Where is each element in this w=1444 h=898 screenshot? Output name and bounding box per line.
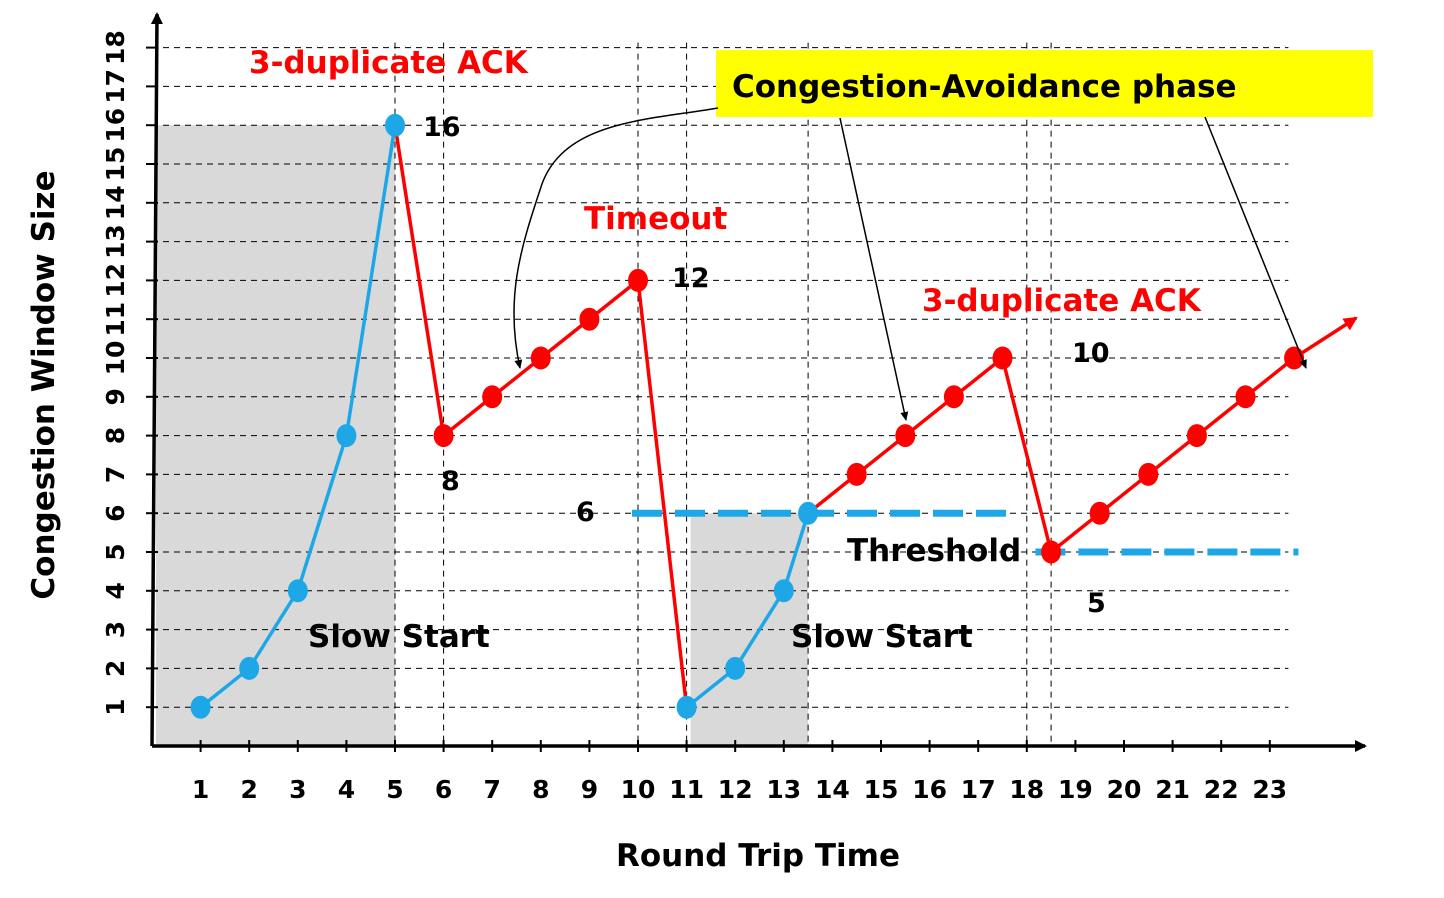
value-label-16: 16 bbox=[423, 112, 461, 143]
y-tick-label-10: 10 bbox=[101, 341, 130, 376]
ca-arrow-3 bbox=[1204, 116, 1307, 369]
y-tick-label-18: 18 bbox=[101, 30, 130, 65]
data-point-12-2 bbox=[725, 656, 746, 680]
segment-slow_start-5 bbox=[685, 512, 810, 709]
ca-arrow-1 bbox=[513, 107, 719, 369]
x-tick-label-5: 5 bbox=[386, 775, 403, 804]
x-tick-label-16: 16 bbox=[912, 775, 947, 804]
gridlines bbox=[152, 42, 1289, 746]
data-point-14-5-7 bbox=[846, 462, 867, 486]
y-axis-label: Congestion Window Size bbox=[26, 170, 62, 599]
y-tick-label-7: 7 bbox=[101, 466, 130, 483]
data-point-16-5-9 bbox=[943, 385, 964, 409]
x-tick-label-8: 8 bbox=[532, 775, 549, 804]
data-point-22-5-9 bbox=[1235, 385, 1256, 409]
annotation-threshold: Threshold bbox=[847, 533, 1021, 569]
x-tick-label-2: 2 bbox=[240, 775, 257, 804]
value-label-10: 10 bbox=[1072, 338, 1110, 369]
y-tick-label-15: 15 bbox=[101, 147, 130, 182]
y-tick-label-17: 17 bbox=[101, 69, 130, 104]
series-continuation-arrow bbox=[1293, 316, 1358, 360]
series-points bbox=[190, 113, 1305, 719]
annotation-dup-ack-2: 3-duplicate ACK bbox=[922, 283, 1202, 319]
axes bbox=[150, 12, 1367, 752]
annotation-dup-ack-1: 3-duplicate ACK bbox=[249, 45, 529, 81]
y-tick-label-5: 5 bbox=[101, 543, 130, 560]
annotation-timeout: Timeout bbox=[584, 201, 727, 237]
x-tick-label-19: 19 bbox=[1058, 775, 1093, 804]
x-tick-label-18: 18 bbox=[1009, 775, 1044, 804]
x-tick-label-22: 22 bbox=[1204, 775, 1239, 804]
y-tick-label-4: 4 bbox=[101, 582, 130, 599]
x-tick-label-1: 1 bbox=[192, 775, 209, 804]
x-tick-label-7: 7 bbox=[483, 775, 500, 804]
data-point-11-1 bbox=[676, 695, 697, 719]
y-tick-label-2: 2 bbox=[101, 660, 130, 677]
data-point-5-16 bbox=[385, 113, 405, 137]
x-tick-label-17: 17 bbox=[961, 775, 996, 804]
data-point-21-5-8 bbox=[1186, 424, 1207, 448]
data-point-23-5-10 bbox=[1284, 346, 1305, 370]
annotation-slow-start-2: Slow Start bbox=[791, 619, 973, 655]
x-tick-label-21: 21 bbox=[1155, 775, 1190, 804]
data-point-18-5-5 bbox=[1041, 540, 1062, 564]
data-point-13-4 bbox=[773, 579, 794, 603]
x-tick-label-10: 10 bbox=[621, 775, 656, 804]
value-label-5: 5 bbox=[1087, 588, 1106, 619]
ca-arrow-2 bbox=[839, 117, 909, 421]
y-tick-label-13: 13 bbox=[101, 224, 130, 259]
y-axis bbox=[150, 12, 163, 747]
x-tick-label-15: 15 bbox=[864, 775, 899, 804]
data-point-7-9 bbox=[482, 385, 503, 409]
x-tick-label-13: 13 bbox=[766, 775, 801, 804]
annotation-ca-phase: Congestion-Avoidance phase bbox=[732, 69, 1237, 105]
x-tick-label-23: 23 bbox=[1252, 775, 1287, 804]
x-tick-label-14: 14 bbox=[815, 775, 850, 804]
ca-phase-highlight bbox=[716, 50, 1373, 117]
segment-congestion_avoidance-8 bbox=[1050, 356, 1296, 554]
y-tick-label-12: 12 bbox=[101, 263, 130, 298]
y-tick-label-14: 14 bbox=[101, 185, 130, 220]
y-tick-label-1: 1 bbox=[101, 698, 130, 715]
x-tick-label-6: 6 bbox=[435, 775, 452, 804]
data-point-10-12 bbox=[628, 268, 648, 292]
data-point-17-5-10 bbox=[992, 346, 1013, 370]
x-tick-label-12: 12 bbox=[718, 775, 753, 804]
x-tick-label-11: 11 bbox=[669, 775, 704, 804]
data-point-8-10 bbox=[530, 346, 551, 370]
y-tick-label-6: 6 bbox=[101, 504, 130, 521]
threshold-lines bbox=[632, 509, 1299, 556]
value-label-6: 6 bbox=[576, 497, 595, 528]
y-tick-label-9: 9 bbox=[101, 388, 130, 405]
x-axis-label: Round Trip Time bbox=[616, 838, 900, 874]
annotation-slow-start-1: Slow Start bbox=[308, 619, 490, 655]
y-tick-label-11: 11 bbox=[101, 302, 130, 337]
data-point-9-11 bbox=[579, 307, 600, 331]
x-tick-label-20: 20 bbox=[1107, 775, 1142, 804]
data-point-6-8 bbox=[433, 424, 454, 448]
x-tick-label-9: 9 bbox=[581, 775, 598, 804]
segment-drop-7 bbox=[1000, 357, 1053, 553]
value-label-12: 12 bbox=[672, 263, 710, 294]
data-point-20-5-7 bbox=[1138, 462, 1159, 486]
tick-labels: 1 2 3 4 5 6 7 8 9 10 11 12 13 14 15 16 17 18 19 20 21 22 23123… bbox=[101, 30, 1287, 804]
data-point-3-4 bbox=[287, 579, 308, 603]
data-point-13-5-6 bbox=[798, 501, 819, 525]
x-tick-label-4: 4 bbox=[338, 775, 355, 804]
x-tick-label-3: 3 bbox=[289, 775, 306, 804]
value-label-8: 8 bbox=[441, 466, 460, 497]
data-point-19-5-6 bbox=[1089, 501, 1110, 525]
y-tick-label-16: 16 bbox=[101, 108, 130, 143]
y-tick-label-3: 3 bbox=[101, 621, 130, 638]
data-point-4-8 bbox=[336, 424, 357, 448]
segment-drop-4 bbox=[636, 280, 689, 708]
data-point-2-2 bbox=[239, 656, 260, 680]
annotation-arrows bbox=[513, 107, 1307, 421]
data-point-15-5-8 bbox=[895, 424, 916, 448]
y-tick-label-8: 8 bbox=[101, 427, 130, 444]
data-point-1-1 bbox=[190, 695, 211, 719]
segment-drop-2 bbox=[393, 124, 446, 436]
